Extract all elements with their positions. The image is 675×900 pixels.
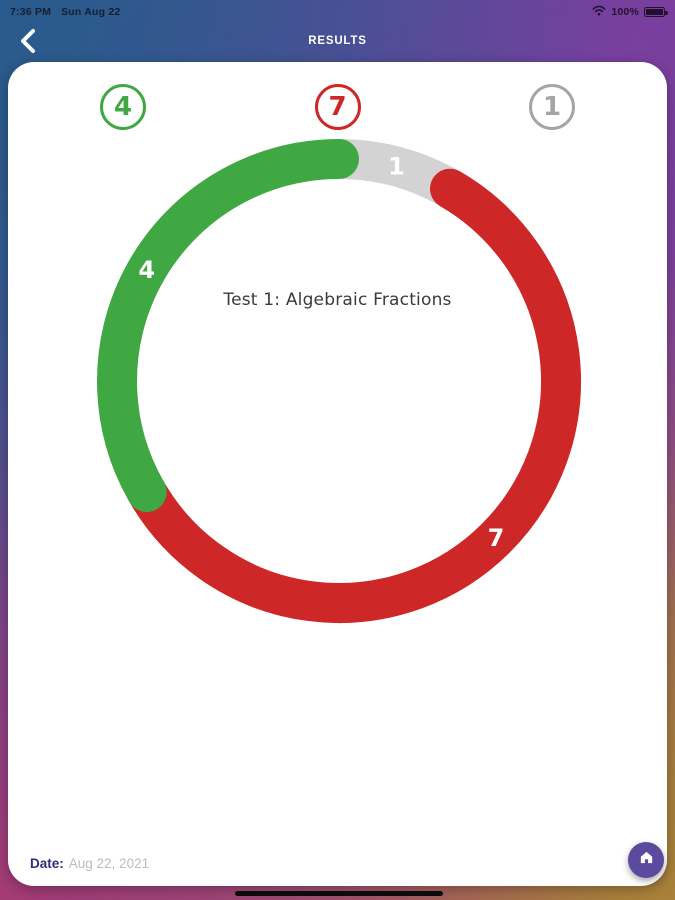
- page-title: RESULTS: [308, 35, 367, 47]
- donut-svg: 1 7 4: [97, 139, 581, 623]
- status-bar: 7:36 PM Sun Aug 22 100%: [0, 0, 675, 22]
- home-button[interactable]: [628, 842, 664, 878]
- status-right: 100%: [592, 5, 668, 19]
- donut-segment-label: 4: [138, 256, 155, 284]
- red-stat-value: 7: [328, 92, 347, 122]
- donut-segment-label: 1: [388, 153, 405, 181]
- stats-row: 4 7 1: [100, 84, 575, 130]
- results-card: 4 7 1 1 7 4 Test 1: Algebraic Fractions Da…: [8, 62, 667, 886]
- green-stat-badge: 4: [100, 84, 146, 130]
- home-indicator[interactable]: [235, 891, 443, 896]
- status-left: 7:36 PM Sun Aug 22: [10, 6, 120, 18]
- gray-stat-badge: 1: [529, 84, 575, 130]
- date-value: Aug 22, 2021: [68, 856, 150, 871]
- battery-percent: 100%: [611, 6, 639, 18]
- wifi-icon: [592, 5, 606, 19]
- test-title: Test 1: Algebraic Fractions: [223, 290, 452, 310]
- donut-segment-label: 7: [488, 524, 505, 552]
- donut-chart: 1 7 4 Test 1: Algebraic Fractions: [8, 62, 667, 886]
- battery-icon: [644, 7, 668, 17]
- status-date: Sun Aug 22: [61, 6, 121, 18]
- status-time: 7:36 PM: [10, 6, 52, 18]
- gray-stat-value: 1: [542, 92, 562, 122]
- date-label: Date:: [30, 856, 64, 871]
- date-row: Date: Aug 22, 2021: [30, 856, 149, 871]
- donut-segment-7: [126, 168, 581, 623]
- green-stat-value: 4: [113, 92, 133, 122]
- red-stat-badge: 7: [314, 84, 361, 130]
- back-button[interactable]: [12, 27, 44, 59]
- home-icon: [638, 849, 655, 871]
- donut-segment-4: [97, 139, 359, 512]
- chevron-left-icon: [18, 27, 38, 60]
- header: RESULTS: [0, 22, 675, 62]
